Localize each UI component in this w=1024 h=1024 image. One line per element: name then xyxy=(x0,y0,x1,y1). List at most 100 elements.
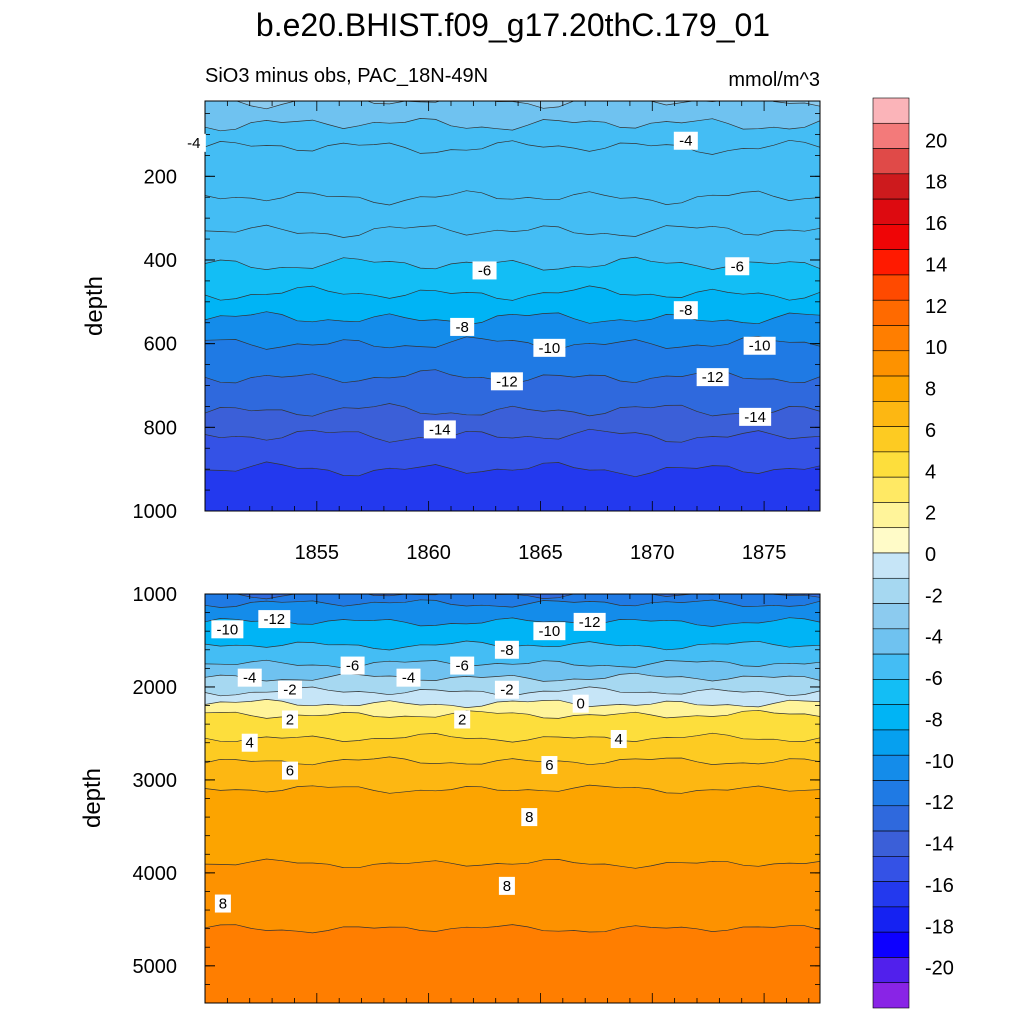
colorbar-tick-label: -10 xyxy=(925,751,954,773)
upper-contour-label: -4 xyxy=(673,131,698,150)
lower-contour-label-text: -8 xyxy=(500,642,513,659)
upper-contour-line xyxy=(205,224,820,238)
upper-contour-band xyxy=(205,101,820,131)
colorbar-swatch xyxy=(872,502,910,529)
upper-contour-line xyxy=(205,428,820,443)
lower-contour-label-text: 4 xyxy=(615,731,623,748)
colorbar-swatch xyxy=(872,729,910,756)
colorbar-swatch xyxy=(872,401,910,427)
upper-depth-panel: 200 400 600 800 1000 1855 1860 1865 1870 1875 -4… xyxy=(81,100,821,564)
upper-contour-line xyxy=(205,118,820,132)
lower-contour-label: 0 xyxy=(572,694,589,713)
upper-x-tick-label: 1860 xyxy=(406,542,451,564)
colorbar-tick-label: -16 xyxy=(925,875,954,897)
lower-contour-label-text: 6 xyxy=(545,757,553,774)
upper-contour-band xyxy=(205,311,820,350)
upper-contour-band xyxy=(205,257,820,301)
colorbar: 20181614121086420-2-4-6-8-10-12-14-16-18… xyxy=(872,97,954,1009)
colorbar-swatch xyxy=(872,350,910,377)
lower-contour-label: 4 xyxy=(241,733,258,752)
upper-contour-label-text: -8 xyxy=(456,319,469,336)
lower-contour-label-text: -2 xyxy=(500,682,513,699)
upper-contour-line xyxy=(205,256,820,271)
upper-contour-band xyxy=(205,336,820,384)
lower-y-tick-label: 1000 xyxy=(133,584,178,606)
lower-y-tick-label: 4000 xyxy=(133,863,178,885)
lower-contour-label-text: -4 xyxy=(243,670,256,687)
upper-contour-label: -14 xyxy=(739,407,772,426)
upper-contour-band xyxy=(205,461,820,511)
colorbar-swatch xyxy=(872,375,910,402)
upper-contour-label-text: -6 xyxy=(731,258,744,275)
lower-contour-line xyxy=(205,699,820,708)
colorbar-swatch xyxy=(872,274,910,301)
colorbar-swatch xyxy=(872,881,910,908)
lower-contour-label-text: 2 xyxy=(458,711,466,728)
colorbar-swatch xyxy=(872,299,910,326)
lower-contour-label: -10 xyxy=(533,622,566,641)
upper-contour-label: -10 xyxy=(743,336,776,355)
colorbar-tick-label: 16 xyxy=(925,213,947,235)
upper-contour-label-text: -12 xyxy=(702,369,724,386)
colorbar-tick-label: 12 xyxy=(925,296,947,318)
lower-contour-label: -6 xyxy=(450,656,475,675)
colorbar-swatch xyxy=(872,982,910,1009)
lower-contour-label: -4 xyxy=(396,668,421,687)
upper-contour-label-text: -4 xyxy=(679,133,692,150)
lower-contour-label: 2 xyxy=(281,710,298,729)
upper-contour-label-text: -14 xyxy=(744,409,766,426)
lower-contour-band xyxy=(205,699,820,719)
upper-contour-label: -6 xyxy=(725,257,750,276)
colorbar-tick-label: 20 xyxy=(925,130,947,152)
upper-y-tick-label: 1000 xyxy=(133,501,178,523)
colorbar-swatch xyxy=(872,97,910,124)
lower-contour-band xyxy=(205,660,820,682)
colorbar-tick-label: 6 xyxy=(925,420,936,442)
upper-contour-line xyxy=(205,403,820,417)
lower-y-axis-label: depth xyxy=(79,768,106,828)
lower-contour-label: 2 xyxy=(454,710,471,729)
lower-contour-label-text: 0 xyxy=(577,696,585,713)
colorbar-swatch xyxy=(872,426,910,453)
lower-contour-label: -4 xyxy=(237,668,262,687)
lower-contour-label: -12 xyxy=(258,610,291,629)
lower-contour-label: -10 xyxy=(211,620,244,639)
colorbar-swatches xyxy=(872,97,910,1009)
colorbar-swatch xyxy=(872,552,910,579)
lower-contour-band xyxy=(205,756,820,794)
upper-contour-label: -10 xyxy=(533,338,566,357)
lower-contour-label-text: -10 xyxy=(539,623,561,640)
lower-contour-fill xyxy=(205,594,820,1003)
upper-contour-label: -4 xyxy=(181,133,206,152)
colorbar-swatch xyxy=(872,325,910,352)
lower-contour-line xyxy=(205,659,820,669)
upper-contour-line xyxy=(205,190,820,206)
colorbar-swatch xyxy=(872,628,910,655)
colorbar-tick-label: -6 xyxy=(925,668,943,690)
upper-y-tick-label: 200 xyxy=(144,166,177,188)
upper-contour-label: -12 xyxy=(490,372,523,391)
upper-contour-band xyxy=(205,285,820,325)
lower-contour-label-text: -2 xyxy=(283,682,296,699)
colorbar-tick-label: -2 xyxy=(925,585,943,607)
colorbar-swatch xyxy=(872,122,910,149)
upper-contour-fill xyxy=(205,101,820,511)
colorbar-swatch xyxy=(872,856,910,882)
colorbar-tick-label: -14 xyxy=(925,834,954,856)
colorbar-swatch xyxy=(872,173,910,200)
lower-contour-band xyxy=(205,617,820,650)
lower-contour-label: 6 xyxy=(281,761,298,780)
lower-contour-label-text: 8 xyxy=(525,809,533,826)
upper-contour-label-text: -4 xyxy=(187,135,200,152)
units-label: mmol/m^3 xyxy=(728,69,820,91)
upper-x-tick-label: 1865 xyxy=(518,542,563,564)
upper-contour-label: -8 xyxy=(673,301,698,320)
lower-contour-band xyxy=(205,599,820,627)
upper-contour-label-text: -10 xyxy=(539,340,561,357)
upper-contour-band xyxy=(205,140,820,205)
upper-contour-line xyxy=(205,461,820,478)
upper-contour-band xyxy=(205,403,820,443)
lower-contour-labels: -12 -10 -12 -10 -8 -6 -6 -4 -4 -2 -2 0 2 2 4 4 6 6 8 8 8 xyxy=(211,610,627,913)
lower-contour-label: 8 xyxy=(498,876,515,895)
